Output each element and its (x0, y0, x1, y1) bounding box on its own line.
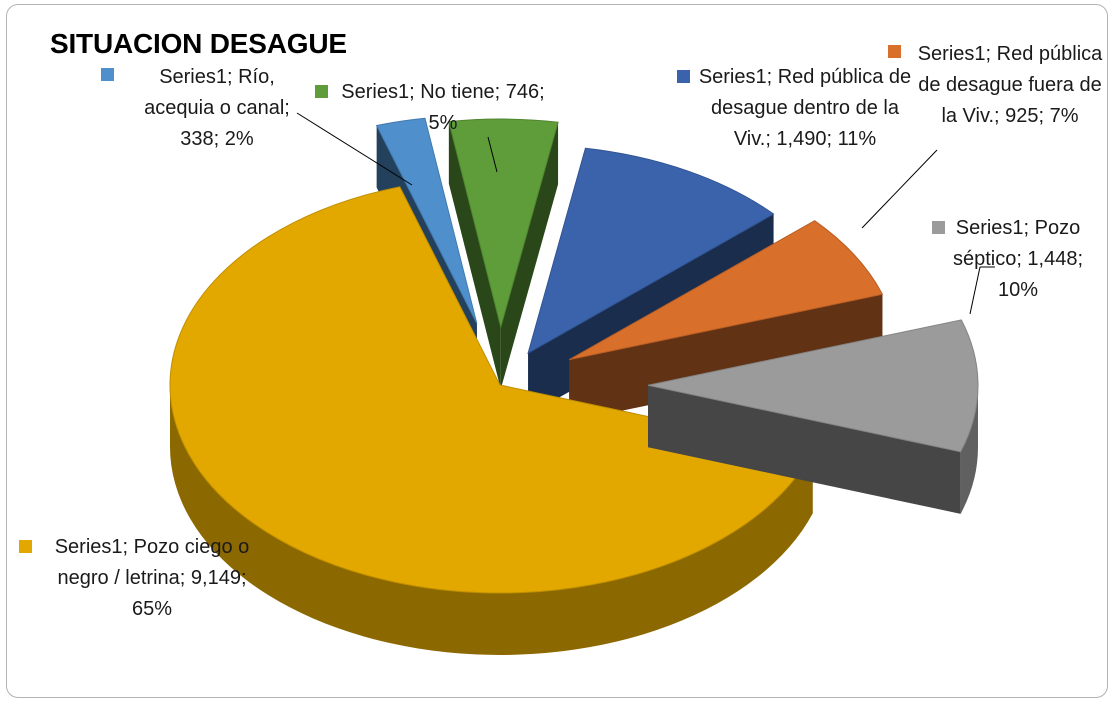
slice-top-rio-acequia-canal (375, 117, 478, 324)
leader-line-red-fuera (861, 149, 938, 229)
slice-side-pozo-septico (960, 385, 978, 514)
leader-line-no-tiene (487, 136, 498, 173)
pie-slice-pozo-ciego (169, 186, 814, 655)
legend-marker-rio-acequia-canal (101, 68, 114, 81)
legend-marker-pozo-septico (932, 221, 945, 234)
chart-title: SITUACION DESAGUE (50, 28, 347, 59)
pie-slice-pozo-septico (647, 319, 979, 514)
leader-lines (296, 112, 995, 315)
slice-wall-no-tiene (500, 122, 559, 390)
data-label-red-publica-dentro: Series1; Red pública de desague dentro d… (677, 62, 914, 155)
leader-line-rio (296, 112, 413, 186)
data-label-rio-acequia-canal: Series1; Río, acequia o canal; 338; 2% (101, 62, 306, 155)
pie-slice-red-publica-fuera (568, 220, 884, 422)
slice-wall-pozo-septico (647, 385, 961, 514)
data-label-red-publica-fuera: Series1; Red pública de desague fuera de… (888, 39, 1106, 132)
legend-marker-red-publica-fuera (888, 45, 901, 58)
slice-top-no-tiene (448, 118, 559, 329)
legend-marker-pozo-ciego (19, 540, 32, 553)
slice-top-pozo-septico (647, 319, 979, 453)
slice-top-red-publica-dentro (527, 147, 775, 355)
slice-wall-no-tiene (448, 121, 501, 390)
slice-top-pozo-ciego (169, 186, 814, 594)
data-label-pozo-septico: Series1; Pozo séptico; 1,448; 10% (932, 213, 1084, 306)
pie-slices (169, 117, 979, 655)
data-label-no-tiene: Series1; No tiene; 746; 5% (315, 77, 550, 139)
slice-top-red-publica-fuera (568, 220, 884, 361)
data-label-pozo-ciego: Series1; Pozo ciego o negro / letrina; 9… (19, 532, 260, 625)
legend-marker-red-publica-dentro (677, 70, 690, 83)
slice-side-pozo-ciego (169, 385, 813, 655)
legend-marker-no-tiene (315, 85, 328, 98)
leader-line-pozo-septico-b (969, 266, 981, 315)
slice-wall-red-publica-fuera (569, 294, 883, 422)
pie-slice-no-tiene (448, 118, 559, 390)
